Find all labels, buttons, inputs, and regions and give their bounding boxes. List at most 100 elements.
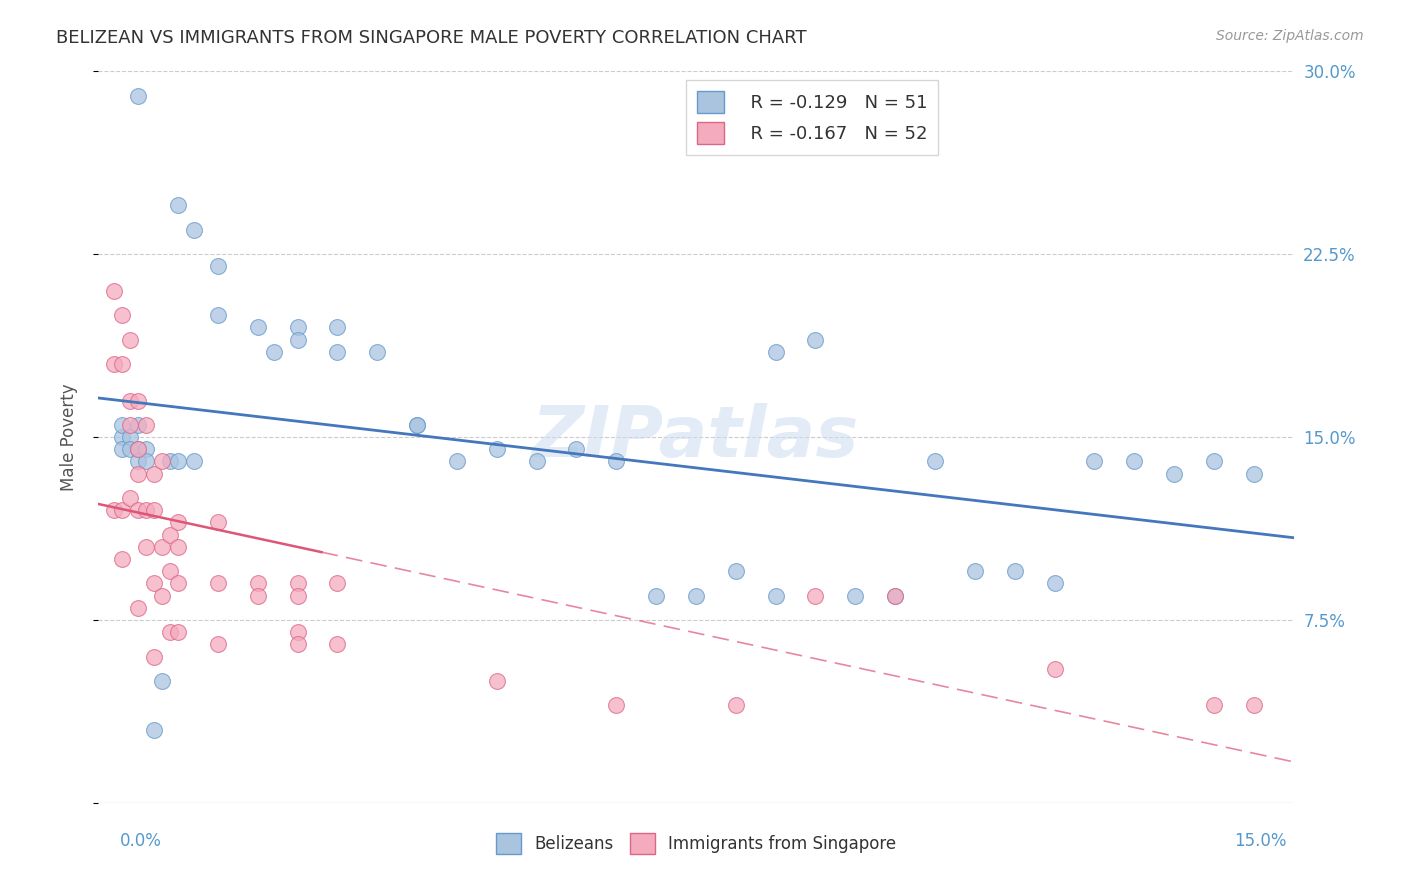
- Point: [111, 442, 134, 457]
- Point: [120, 417, 142, 432]
- Point: [135, 503, 157, 517]
- Point: [207, 516, 229, 530]
- Point: [1163, 467, 1185, 481]
- Point: [1004, 564, 1026, 578]
- Text: 15.0%: 15.0%: [1234, 832, 1286, 850]
- Point: [765, 344, 787, 359]
- Point: [120, 442, 142, 457]
- Point: [804, 589, 827, 603]
- Point: [111, 417, 134, 432]
- Point: [150, 540, 173, 554]
- Point: [127, 467, 149, 481]
- Point: [127, 503, 149, 517]
- Point: [565, 442, 588, 457]
- Point: [143, 576, 166, 591]
- Point: [207, 576, 229, 591]
- Point: [685, 589, 707, 603]
- Point: [159, 454, 181, 468]
- Point: [287, 333, 309, 347]
- Y-axis label: Male Poverty: Male Poverty: [59, 384, 77, 491]
- Point: [135, 540, 157, 554]
- Point: [135, 442, 157, 457]
- Point: [167, 454, 190, 468]
- Point: [924, 454, 946, 468]
- Point: [605, 698, 627, 713]
- Point: [1083, 454, 1105, 468]
- Point: [159, 625, 181, 640]
- Point: [526, 454, 548, 468]
- Legend: Belizeans, Immigrants from Singapore: Belizeans, Immigrants from Singapore: [489, 827, 903, 860]
- Point: [120, 491, 142, 505]
- Point: [143, 503, 166, 517]
- Point: [167, 516, 190, 530]
- Point: [1243, 467, 1265, 481]
- Point: [103, 503, 125, 517]
- Point: [103, 357, 125, 371]
- Text: ZIPatlas: ZIPatlas: [533, 402, 859, 472]
- Point: [183, 454, 205, 468]
- Text: BELIZEAN VS IMMIGRANTS FROM SINGAPORE MALE POVERTY CORRELATION CHART: BELIZEAN VS IMMIGRANTS FROM SINGAPORE MA…: [56, 29, 807, 47]
- Point: [159, 564, 181, 578]
- Point: [287, 589, 309, 603]
- Point: [963, 564, 986, 578]
- Point: [127, 454, 149, 468]
- Point: [287, 576, 309, 591]
- Point: [884, 589, 907, 603]
- Point: [446, 454, 468, 468]
- Point: [111, 552, 134, 566]
- Point: [167, 198, 190, 212]
- Point: [406, 417, 429, 432]
- Point: [120, 333, 142, 347]
- Point: [246, 576, 269, 591]
- Point: [111, 430, 134, 444]
- Point: [135, 454, 157, 468]
- Point: [844, 589, 866, 603]
- Point: [111, 308, 134, 322]
- Text: Source: ZipAtlas.com: Source: ZipAtlas.com: [1216, 29, 1364, 44]
- Point: [287, 637, 309, 651]
- Point: [1243, 698, 1265, 713]
- Point: [127, 88, 149, 103]
- Point: [127, 417, 149, 432]
- Point: [1043, 662, 1066, 676]
- Point: [804, 333, 827, 347]
- Point: [159, 527, 181, 541]
- Point: [406, 417, 429, 432]
- Point: [287, 320, 309, 334]
- Point: [167, 540, 190, 554]
- Point: [326, 576, 349, 591]
- Point: [1202, 698, 1225, 713]
- Point: [246, 320, 269, 334]
- Point: [1043, 576, 1066, 591]
- Text: 0.0%: 0.0%: [120, 832, 162, 850]
- Point: [207, 637, 229, 651]
- Point: [127, 442, 149, 457]
- Point: [287, 625, 309, 640]
- Point: [485, 442, 508, 457]
- Point: [485, 673, 508, 688]
- Point: [120, 430, 142, 444]
- Point: [143, 467, 166, 481]
- Point: [167, 625, 190, 640]
- Point: [127, 600, 149, 615]
- Point: [246, 589, 269, 603]
- Point: [183, 223, 205, 237]
- Point: [645, 589, 668, 603]
- Point: [111, 503, 134, 517]
- Point: [605, 454, 627, 468]
- Point: [765, 589, 787, 603]
- Point: [207, 308, 229, 322]
- Point: [143, 649, 166, 664]
- Point: [884, 589, 907, 603]
- Point: [724, 698, 747, 713]
- Point: [326, 637, 349, 651]
- Point: [135, 417, 157, 432]
- Point: [326, 344, 349, 359]
- Point: [127, 442, 149, 457]
- Point: [326, 320, 349, 334]
- Point: [120, 393, 142, 408]
- Point: [1123, 454, 1146, 468]
- Point: [103, 284, 125, 298]
- Point: [366, 344, 388, 359]
- Point: [167, 576, 190, 591]
